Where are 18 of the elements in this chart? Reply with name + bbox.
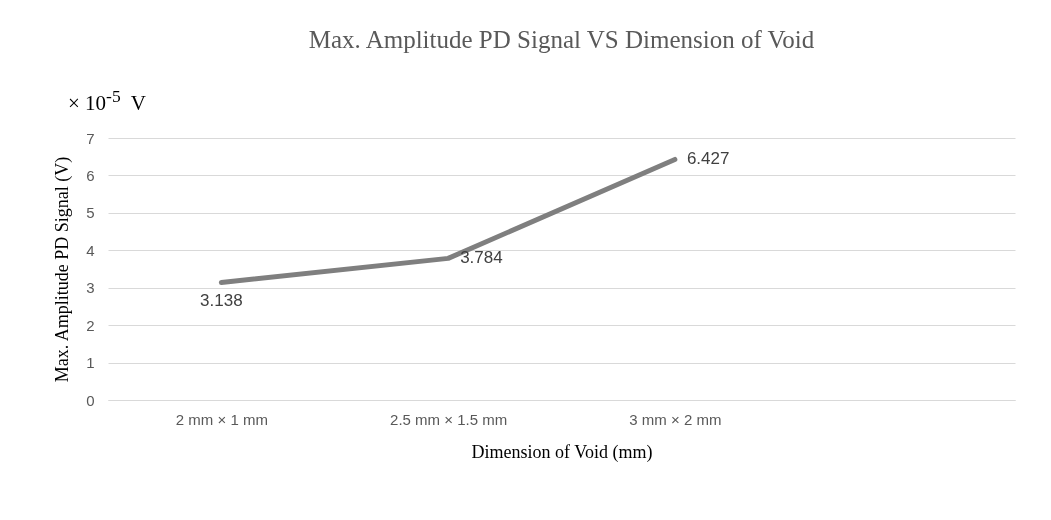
y-axis-title: Max. Amplitude PD Signal (V) <box>52 156 74 383</box>
y-tick-label: 2 <box>86 316 95 334</box>
y-tick-label: 7 <box>86 129 95 147</box>
y-tick-label: 3 <box>86 279 95 297</box>
x-tick-label: 2.5 mm × 1.5 mm <box>390 410 508 428</box>
y-tick-label: 1 <box>86 354 95 372</box>
data-label: 6.427 <box>686 149 730 169</box>
y-tick-label: 4 <box>86 241 95 259</box>
x-axis-title: Dimension of Void (mm) <box>471 441 653 463</box>
x-tick-label: 2 mm × 1 mm <box>175 410 268 428</box>
chart-title: Max. Amplitude PD Signal VS Dimension of Void <box>308 26 815 53</box>
x-tick-label: 3 mm × 2 mm <box>629 410 722 428</box>
data-label: 3.784 <box>460 248 503 268</box>
y-tick-label: 6 <box>86 166 95 184</box>
y-tick-label: 5 <box>86 204 95 222</box>
y-tick-label: 0 <box>86 391 95 409</box>
text: × 10$^{-5}$ V <box>68 86 146 116</box>
data-label: 3.138 <box>200 290 243 310</box>
